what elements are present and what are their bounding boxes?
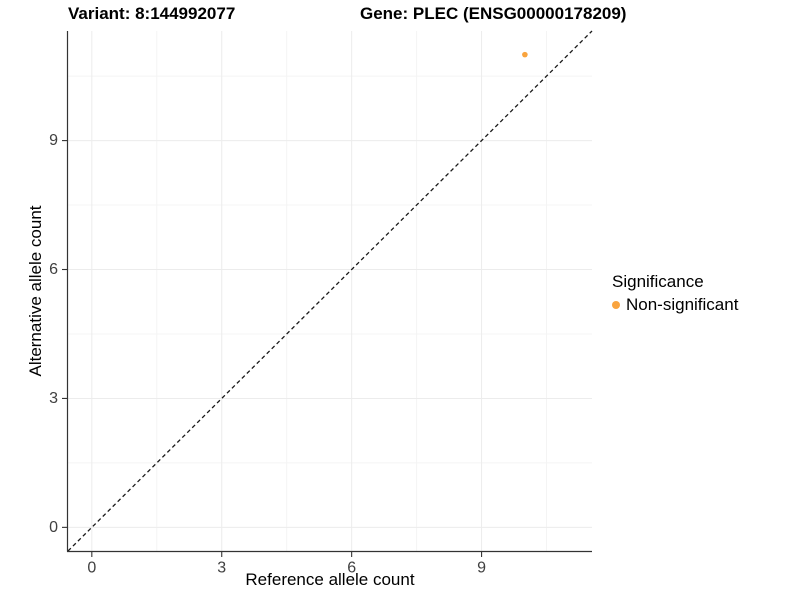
data-point <box>522 51 528 58</box>
x-axis-title: Reference allele count <box>245 570 415 589</box>
x-tick-label: 3 <box>217 559 226 576</box>
legend-title: Significance <box>612 272 704 291</box>
x-tick-label: 0 <box>87 559 96 576</box>
plot-title-gene: Gene: PLEC (ENSG00000178209) <box>360 4 627 23</box>
y-tick-label: 0 <box>49 519 58 536</box>
y-axis-title: Alternative allele count <box>26 205 45 377</box>
y-tick-label: 6 <box>49 261 58 278</box>
legend-item-non-significant: Non-significant <box>612 295 738 315</box>
legend: Significance Non-significant <box>612 272 738 315</box>
plot-title-variant: Variant: 8:144992077 <box>68 4 236 23</box>
x-tick-label: 9 <box>477 559 486 576</box>
x-tick-label: 6 <box>347 559 356 576</box>
legend-item-label: Non-significant <box>626 295 739 314</box>
non-significant-point-swatch <box>612 301 620 309</box>
identity-dashed-line <box>67 30 593 552</box>
y-tick-label: 9 <box>49 132 58 149</box>
y-tick-label: 3 <box>49 390 58 407</box>
